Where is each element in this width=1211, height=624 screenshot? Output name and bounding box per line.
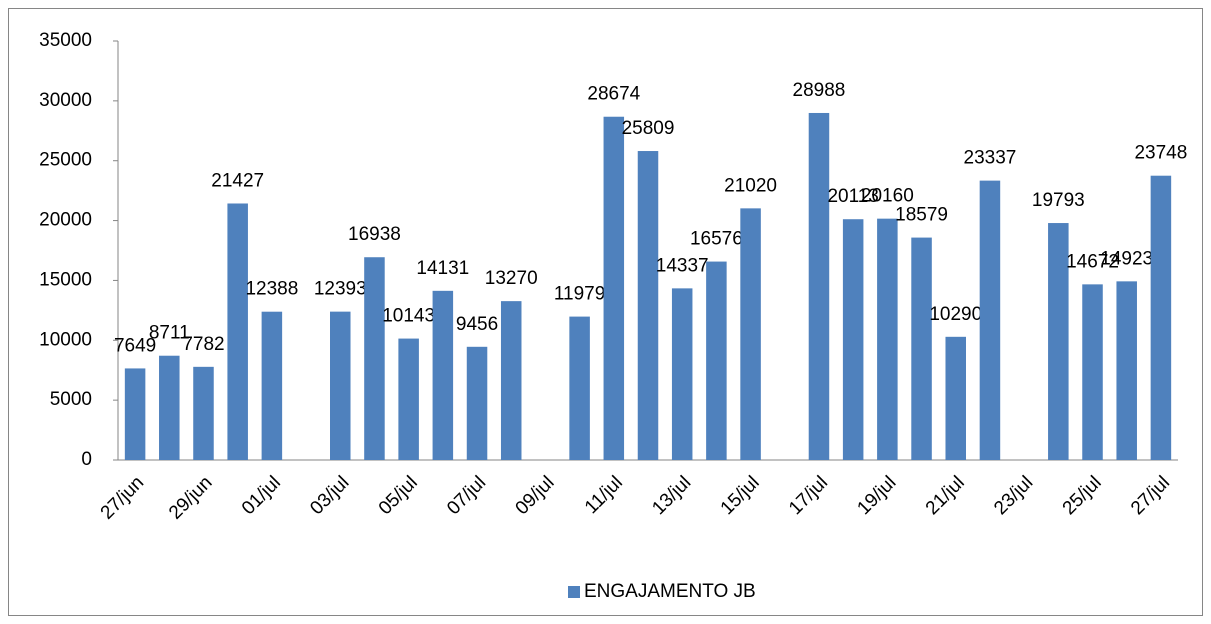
data-label: 21427 [211,171,264,192]
bar [569,316,590,460]
y-tick-label: 15000 [39,269,92,290]
data-label: 14923 [1100,248,1153,269]
data-label: 23748 [1134,143,1187,164]
bar [911,237,932,460]
data-label: 16576 [690,229,743,250]
legend-swatch [568,586,580,598]
bar [637,151,659,460]
data-label: 10143 [382,306,435,327]
bar [364,257,385,460]
bar [979,180,1001,460]
bar [842,219,864,460]
data-label: 16938 [348,224,401,245]
bar [227,203,248,460]
bar [1082,284,1103,460]
y-tick-label: 20000 [39,210,92,231]
bar [945,336,966,460]
bar [1116,281,1137,460]
bar [1150,175,1172,460]
bar [398,338,419,460]
bar [432,290,454,460]
bar [603,116,625,460]
bar [671,288,693,460]
data-label: 12393 [314,279,367,300]
data-label: 7782 [182,334,224,355]
data-label: 14672 [1066,251,1119,272]
legend-label: ENGAJAMENTO JB [584,581,756,602]
data-label: 14131 [416,258,469,279]
data-label: 11979 [554,284,605,305]
data-label: 28674 [587,84,640,105]
bar [1048,223,1069,460]
data-label: 10290 [929,304,982,325]
data-label: 8711 [149,323,190,344]
y-tick-label: 5000 [50,389,92,410]
bar [330,311,351,460]
data-label: 20160 [861,186,914,207]
y-tick-label: 35000 [39,30,92,51]
bar [159,355,180,460]
y-tick-label: 25000 [39,150,92,171]
data-label: 21020 [724,175,777,196]
bar [466,346,488,460]
bar [706,261,727,460]
data-label: 19793 [1032,190,1085,211]
data-label: 14337 [656,255,709,276]
bar [193,366,214,460]
bar [877,218,898,460]
bar [261,311,283,460]
bar [808,112,830,460]
data-label: 28988 [793,80,846,101]
data-label: 23337 [964,148,1017,169]
y-tick-label: 10000 [39,329,92,350]
bar [500,301,522,460]
data-label: 9456 [456,314,498,335]
bar [124,368,146,460]
data-label: 12388 [245,279,298,300]
data-label: 25809 [622,118,675,139]
y-tick-label: 0 [81,449,92,470]
data-label: 7649 [114,335,156,356]
data-label: 18579 [895,205,948,226]
bar [740,208,761,460]
data-label: 13270 [485,268,538,289]
y-tick-label: 30000 [39,90,92,111]
data-label: 20113 [827,186,878,207]
